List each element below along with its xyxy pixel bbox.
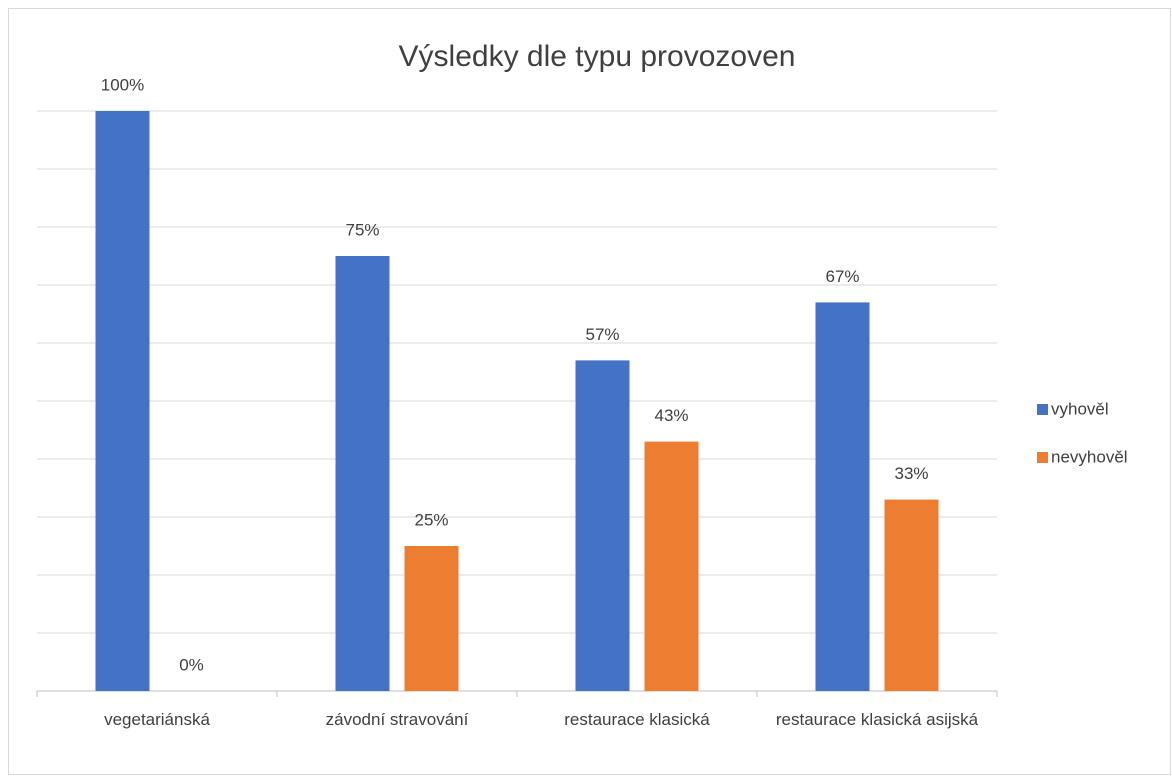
data-label: 100% <box>101 75 144 94</box>
bar <box>575 360 630 691</box>
data-label: 33% <box>894 464 928 483</box>
bar <box>884 499 939 691</box>
chart-title: Výsledky dle typu provozoven <box>399 40 796 73</box>
legend-swatch <box>1037 452 1048 463</box>
data-label: 25% <box>414 510 448 529</box>
legend-swatch <box>1037 404 1048 415</box>
chart-border <box>8 8 1171 775</box>
x-tick-label: restaurace klasická <box>564 710 710 729</box>
x-tick-label: závodní stravování <box>325 710 469 729</box>
legend-label: vyhověl <box>1051 399 1109 418</box>
data-label: 57% <box>585 325 619 344</box>
bar <box>95 111 150 691</box>
x-tick-label: restaurace klasická asijská <box>775 710 979 729</box>
bar <box>404 546 459 691</box>
legend-label: nevyhověl <box>1051 447 1128 466</box>
data-label: 75% <box>345 220 379 239</box>
x-tick-label: vegetariánská <box>104 710 210 729</box>
bar <box>644 441 699 691</box>
bar <box>335 256 390 691</box>
data-label: 0% <box>179 655 204 674</box>
bar <box>815 302 870 691</box>
data-label: 43% <box>654 406 688 425</box>
data-label: 67% <box>825 267 859 286</box>
